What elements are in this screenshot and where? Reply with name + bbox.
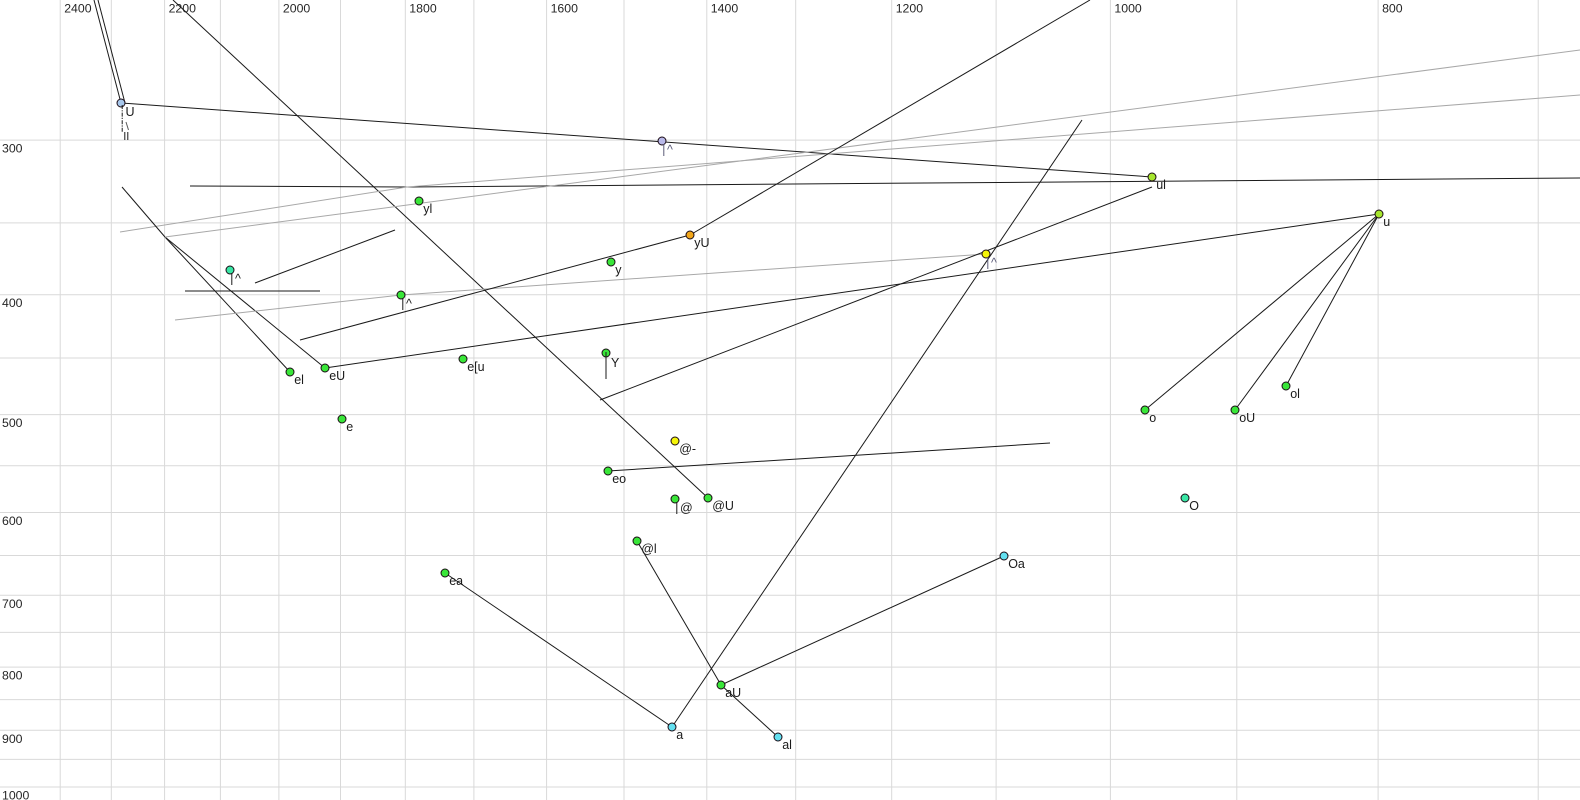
svg-text:o: o: [1149, 411, 1156, 425]
svg-text:900: 900: [2, 732, 23, 746]
svg-text:ol: ol: [1290, 387, 1300, 401]
svg-text:1000: 1000: [1114, 2, 1142, 16]
svg-text:700: 700: [2, 597, 23, 611]
svg-text:@U: @U: [712, 499, 734, 513]
svg-text:el: el: [294, 373, 304, 387]
svg-text:^: ^: [235, 272, 241, 286]
svg-text:1000: 1000: [2, 789, 30, 800]
svg-text:@: @: [680, 501, 693, 515]
svg-text:a: a: [676, 728, 683, 742]
svg-text:1800: 1800: [409, 2, 437, 16]
svg-text:500: 500: [2, 416, 23, 430]
svg-text:e[u: e[u: [467, 360, 484, 374]
svg-text:1200: 1200: [896, 2, 924, 16]
svg-text:yU: yU: [694, 236, 709, 250]
svg-text:800: 800: [2, 669, 23, 683]
svg-text:Y: Y: [611, 356, 620, 370]
svg-text:oU: oU: [1239, 411, 1255, 425]
svg-text:u: u: [1383, 215, 1390, 229]
svg-text:O: O: [1189, 499, 1199, 513]
svg-text:1400: 1400: [711, 2, 739, 16]
svg-text:y: y: [615, 263, 622, 277]
svg-text:300: 300: [2, 142, 23, 156]
svg-text:ea: ea: [449, 574, 463, 588]
svg-text:2000: 2000: [283, 2, 311, 16]
svg-text:^: ^: [991, 256, 997, 270]
svg-text:1600: 1600: [551, 2, 579, 16]
svg-text:^: ^: [406, 297, 412, 311]
svg-text:Oa: Oa: [1008, 557, 1025, 571]
svg-text:aU: aU: [725, 686, 741, 700]
svg-text:eU: eU: [329, 369, 345, 383]
svg-text:ul: ul: [1156, 178, 1166, 192]
svg-text:al: al: [782, 738, 792, 752]
svg-text:2400: 2400: [64, 2, 92, 16]
svg-text:e: e: [346, 420, 353, 434]
svg-text:eo: eo: [612, 472, 626, 486]
svg-text:@-: @-: [679, 442, 696, 456]
svg-text:600: 600: [2, 514, 23, 528]
svg-text:@l: @l: [641, 542, 656, 556]
svg-text:400: 400: [2, 296, 23, 310]
svg-text:800: 800: [1382, 2, 1403, 16]
svg-text:U: U: [126, 105, 135, 119]
svg-text:yl: yl: [423, 202, 432, 216]
svg-text:^: ^: [667, 143, 673, 157]
